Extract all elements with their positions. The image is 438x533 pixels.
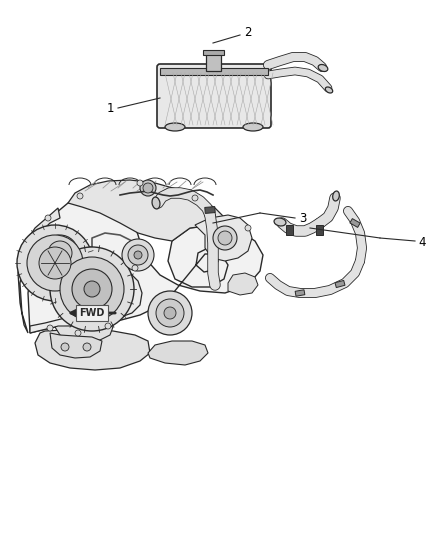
Ellipse shape (274, 218, 286, 226)
Circle shape (164, 307, 176, 319)
Bar (295, 290, 305, 296)
FancyBboxPatch shape (157, 64, 271, 128)
Circle shape (137, 180, 143, 186)
Polygon shape (195, 215, 252, 261)
Circle shape (192, 195, 198, 201)
Bar (316, 225, 323, 235)
Circle shape (50, 247, 134, 331)
Circle shape (72, 269, 112, 309)
Circle shape (61, 343, 69, 351)
Circle shape (128, 245, 148, 265)
Circle shape (105, 323, 111, 329)
Circle shape (134, 251, 142, 259)
Circle shape (42, 235, 78, 271)
Bar (350, 219, 360, 228)
Circle shape (39, 247, 71, 279)
Circle shape (77, 193, 83, 199)
Polygon shape (30, 268, 142, 333)
Bar (160, 68, 268, 75)
Circle shape (218, 231, 232, 245)
Circle shape (132, 265, 138, 271)
Bar (206, 53, 221, 71)
Polygon shape (55, 323, 113, 342)
Polygon shape (35, 329, 150, 370)
Circle shape (140, 180, 156, 196)
Text: 2: 2 (244, 27, 252, 39)
Bar (335, 280, 345, 288)
Ellipse shape (165, 123, 185, 131)
Circle shape (75, 330, 81, 336)
Ellipse shape (243, 123, 263, 131)
Circle shape (45, 215, 51, 221)
Circle shape (83, 343, 91, 351)
Text: FWD: FWD (79, 308, 105, 318)
Bar (286, 225, 293, 235)
Circle shape (17, 225, 93, 301)
Polygon shape (68, 180, 238, 241)
Polygon shape (228, 273, 258, 295)
Ellipse shape (152, 197, 160, 209)
Ellipse shape (325, 87, 333, 93)
Circle shape (245, 225, 251, 231)
Circle shape (60, 257, 124, 321)
Polygon shape (18, 208, 60, 333)
Circle shape (156, 299, 184, 327)
Polygon shape (148, 341, 208, 365)
Circle shape (48, 241, 72, 265)
Bar (205, 207, 215, 213)
Text: 4: 4 (418, 236, 426, 248)
Circle shape (143, 183, 153, 193)
Circle shape (213, 226, 237, 250)
Polygon shape (28, 195, 263, 333)
Text: 1: 1 (106, 102, 114, 116)
Ellipse shape (318, 64, 328, 71)
Circle shape (148, 291, 192, 335)
Bar (203, 50, 224, 55)
Polygon shape (50, 333, 102, 358)
Circle shape (122, 239, 154, 271)
Circle shape (84, 281, 100, 297)
Ellipse shape (333, 191, 339, 201)
Circle shape (47, 325, 53, 331)
Text: 3: 3 (299, 213, 307, 225)
Circle shape (27, 235, 83, 291)
